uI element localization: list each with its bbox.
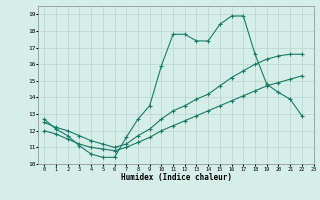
- X-axis label: Humidex (Indice chaleur): Humidex (Indice chaleur): [121, 173, 231, 182]
